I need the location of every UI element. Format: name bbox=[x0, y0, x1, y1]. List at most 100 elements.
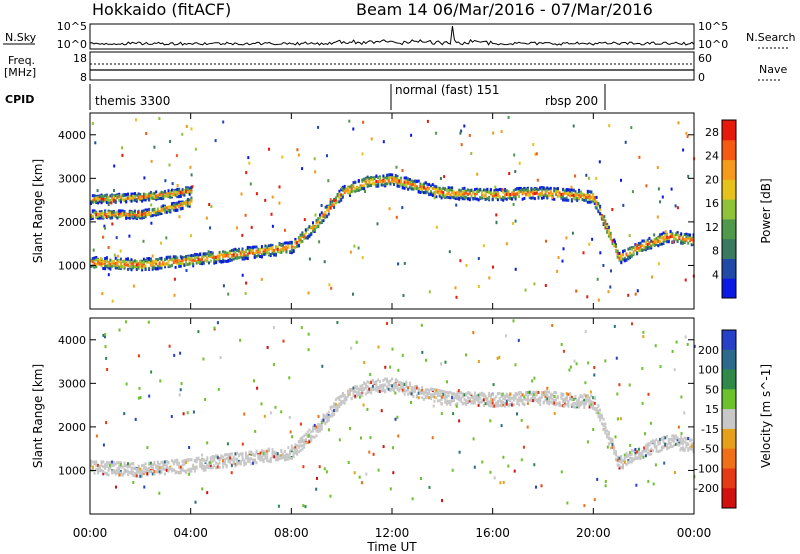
power-cell bbox=[93, 211, 96, 215]
velocity-cell bbox=[445, 390, 448, 394]
velocity-cell bbox=[627, 459, 630, 463]
power-cell bbox=[537, 196, 540, 200]
power-cell bbox=[489, 188, 492, 192]
velocity-cell bbox=[622, 466, 624, 470]
power-cell bbox=[523, 196, 526, 200]
power-cell bbox=[570, 185, 573, 189]
velocity-cell bbox=[680, 437, 683, 441]
time-x-axis: 00:00 04:00 08:00 12:00 16:00 20:00 00:00 bbox=[73, 113, 711, 540]
power-cell bbox=[139, 214, 142, 218]
power-cell bbox=[643, 247, 646, 251]
velocity-cell bbox=[428, 390, 431, 394]
power-cell bbox=[495, 188, 498, 192]
velocity-cell bbox=[507, 404, 510, 408]
power-cell bbox=[407, 181, 410, 185]
velocity-cell bbox=[105, 472, 108, 476]
velocity-cell bbox=[400, 382, 403, 385]
velocity-cell bbox=[160, 471, 163, 475]
power-cell bbox=[463, 190, 466, 194]
power-cell bbox=[476, 172, 479, 176]
velocity-cell bbox=[482, 398, 485, 402]
power-cell bbox=[484, 191, 487, 195]
power-cell bbox=[488, 190, 491, 194]
beam-date-title: Beam 14 06/Mar/2016 - 07/Mar/2016 bbox=[356, 0, 653, 19]
velocity-cell bbox=[546, 401, 549, 405]
power-cell bbox=[410, 179, 413, 183]
power-cell bbox=[100, 259, 103, 263]
velocity-cell bbox=[597, 415, 600, 419]
power-cell bbox=[484, 188, 487, 192]
power-cell bbox=[220, 260, 223, 264]
power-cell bbox=[176, 184, 179, 187]
velocity-cell bbox=[125, 464, 128, 468]
velocity-cell bbox=[349, 388, 351, 392]
power-cell bbox=[644, 245, 647, 249]
velocity-cell bbox=[149, 461, 152, 465]
velocity-cell bbox=[489, 399, 492, 403]
power-cell bbox=[504, 190, 506, 194]
velocity-cell bbox=[151, 463, 154, 467]
power-cell bbox=[434, 193, 437, 197]
velocity-cell bbox=[431, 436, 434, 440]
velocity-cell bbox=[533, 376, 536, 380]
velocity-cell bbox=[296, 452, 299, 456]
velocity-cell bbox=[146, 472, 149, 476]
power-cell bbox=[370, 178, 373, 182]
velocity-cell bbox=[229, 460, 232, 464]
velocity-cell bbox=[230, 471, 233, 475]
power-cell bbox=[114, 200, 117, 204]
velocity-cell bbox=[378, 380, 381, 383]
power-cell bbox=[562, 192, 565, 196]
velocity-cell bbox=[541, 395, 543, 399]
power-cell bbox=[232, 257, 235, 261]
velocity-cell bbox=[368, 389, 371, 393]
velocity-cell bbox=[341, 392, 344, 396]
power-cell bbox=[201, 258, 203, 262]
velocity-cell bbox=[396, 384, 399, 388]
velocity-cell bbox=[693, 344, 696, 348]
velocity-cell bbox=[294, 443, 297, 447]
velocity-cell bbox=[128, 471, 131, 475]
velocity-cell bbox=[660, 448, 663, 452]
power-cell bbox=[127, 263, 129, 267]
power-cell bbox=[656, 166, 659, 169]
velocity-cell bbox=[393, 385, 395, 389]
velocity-cell bbox=[664, 443, 667, 447]
power-cell bbox=[245, 256, 247, 260]
velocity-cell bbox=[347, 394, 350, 398]
power-cell bbox=[472, 197, 475, 201]
power-cell bbox=[405, 180, 408, 184]
velocity-cell bbox=[296, 448, 299, 452]
power-cell bbox=[662, 238, 665, 241]
power-cell bbox=[669, 235, 672, 239]
power-cell bbox=[514, 197, 517, 201]
velocity-cell bbox=[391, 377, 394, 381]
velocity-cell bbox=[178, 465, 181, 469]
power-cell bbox=[595, 195, 598, 199]
velocity-cell bbox=[172, 462, 175, 466]
velocity-cell bbox=[334, 402, 337, 406]
power-cell bbox=[611, 208, 614, 211]
power-cell bbox=[606, 225, 609, 228]
velocity-cell bbox=[565, 392, 568, 396]
power-cell bbox=[488, 195, 491, 199]
velocity-cell bbox=[276, 452, 279, 456]
power-cell bbox=[602, 221, 605, 225]
power-cell bbox=[107, 262, 110, 266]
power-cell bbox=[463, 124, 466, 128]
power-cell bbox=[260, 277, 263, 281]
velocity-cell bbox=[158, 466, 161, 470]
velocity-cell bbox=[652, 449, 654, 453]
power-cell bbox=[191, 185, 194, 189]
power-cell bbox=[153, 266, 156, 270]
power-cell bbox=[223, 259, 226, 263]
power-cell bbox=[185, 187, 188, 191]
power-cell bbox=[218, 254, 221, 258]
power-cell bbox=[334, 196, 337, 200]
velocity-cell bbox=[408, 381, 411, 385]
power-cell bbox=[607, 232, 610, 236]
power-cell bbox=[174, 255, 177, 259]
power-cell bbox=[109, 194, 112, 198]
power-cell bbox=[384, 182, 387, 186]
velocity-cell bbox=[334, 406, 337, 410]
